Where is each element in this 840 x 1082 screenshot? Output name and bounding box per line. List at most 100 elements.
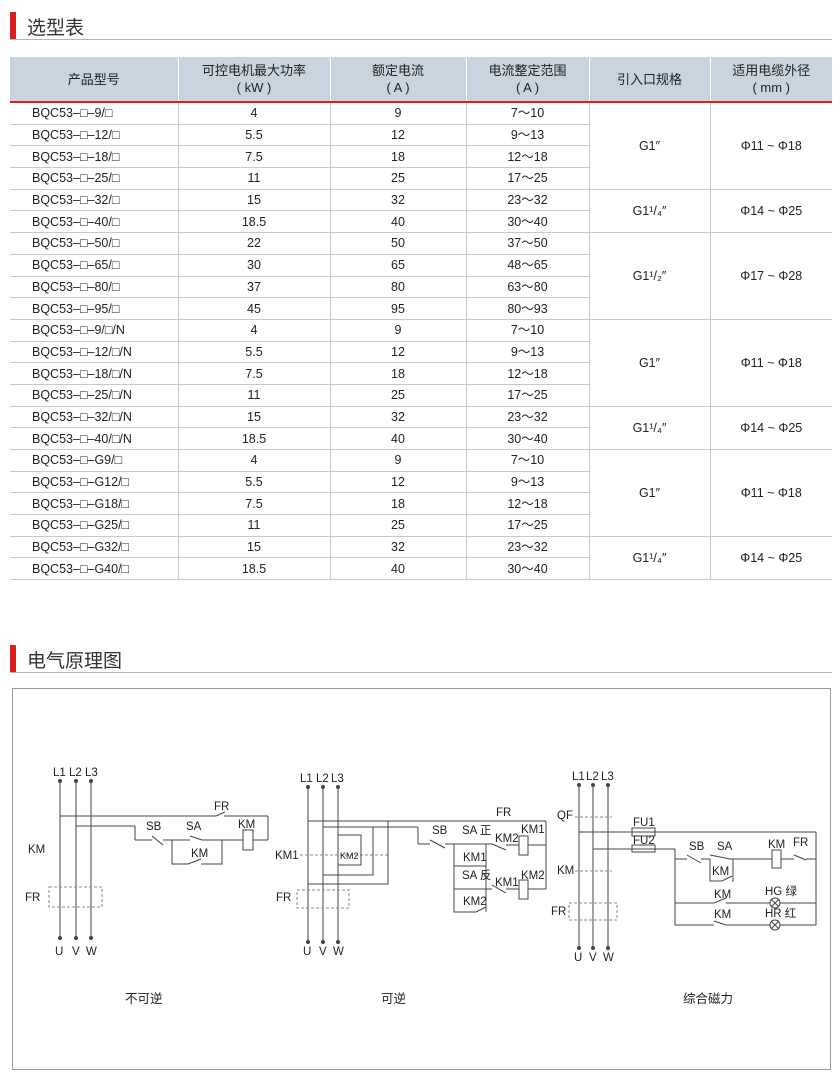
- cell-setting-range: 48～65: [465, 253, 589, 277]
- cell-setting-range: 30～40: [465, 427, 589, 450]
- cell-setting-range: 17～25: [465, 383, 589, 407]
- table-row: BQC53–□–9/□ 4 9 7～10 G1″ Φ11 ~ Φ18: [10, 101, 832, 190]
- table-row: BQC53–□–40/□/N 18.5 40 30～40: [10, 427, 832, 450]
- contactor-label: KM: [557, 865, 574, 877]
- hold-contact-label: KM: [712, 866, 729, 878]
- cell-setting-range: 63～80: [465, 275, 589, 299]
- column-header: 电流整定范围 ( A ): [465, 57, 589, 103]
- cell-setting-range: 7～10: [465, 449, 590, 472]
- interlock-label: KM1: [495, 877, 519, 889]
- cell-cable-diameter: Φ11 ~ Φ18: [709, 449, 832, 537]
- schematic-frame: [12, 688, 831, 1070]
- phase-label: L1: [53, 767, 66, 779]
- cell-rated-current: 32: [329, 535, 467, 559]
- phase-label: L3: [331, 773, 344, 785]
- cell-max-power: 7.5: [177, 145, 331, 169]
- cell-setting-range: 30～40: [465, 210, 589, 234]
- cell-cable-diameter: Φ11 ~ Φ18: [709, 318, 832, 407]
- column-header: 额定电流 ( A ): [329, 57, 466, 103]
- reverse-button-label: SA 反: [462, 869, 491, 882]
- stop-button-label: SB: [689, 841, 705, 853]
- green-lamp-label: HG 绿: [765, 884, 797, 898]
- table-row: BQC53–□–25/□/N 11 25 17～25: [10, 383, 832, 407]
- cell-inlet-spec: G1″: [588, 449, 711, 537]
- cell-rated-current: 40: [329, 210, 467, 234]
- fuse-label: FU2: [633, 835, 655, 847]
- table-row: BQC53–□–32/□ 15 32 23～32 G1¹/₄″ Φ14 ~ Φ25: [10, 188, 832, 234]
- cell-setting-range: 12～18: [465, 145, 589, 169]
- column-header-label: 产品型号: [67, 71, 120, 87]
- phase-label: L2: [316, 773, 329, 785]
- column-header-unit: ( kW ): [236, 80, 272, 95]
- diagram-reversible: L1 L2 L3 U V W KM1 KM2 FR SB SA 正 FR KM2…: [275, 773, 547, 1006]
- cell-setting-range: 9～13: [465, 123, 589, 147]
- table-row: BQC53–□–25/□ 11 25 17～25: [10, 167, 832, 190]
- forward-button-label: SA 正: [462, 825, 491, 837]
- cell-model: BQC53–□–18/□: [10, 145, 179, 169]
- cell-setting-range: 37～50: [465, 232, 590, 255]
- section-header-schematic: 电气原理图: [10, 645, 832, 673]
- output-label: U: [303, 946, 311, 958]
- cell-cable-diameter: Φ11 ~ Φ18: [709, 101, 832, 190]
- table-row: BQC53–□–G25/□ 11 25 17～25: [10, 514, 832, 537]
- cell-max-power: 15: [177, 188, 331, 212]
- relay-label: FR: [276, 892, 291, 904]
- output-label: V: [589, 952, 597, 964]
- column-header-unit: ( A ): [515, 80, 540, 95]
- table-row: BQC53–□–40/□ 18.5 40 30～40: [10, 210, 832, 234]
- table-row: BQC53–□–G32/□ 15 32 23～32 G1¹/₄″ Φ14 ~ Φ25: [10, 535, 832, 581]
- table-header-row: 产品型号 可控电机最大功率 ( kW ) 额定电流 ( A ) 电流整定范围 ( A ) 引入…: [10, 57, 832, 103]
- output-label: U: [55, 946, 63, 958]
- cell-inlet-spec: G1¹/₂″: [588, 232, 711, 320]
- cell-max-power: 18.5: [177, 210, 331, 234]
- column-header-label: 引入口规格: [616, 71, 682, 87]
- cell-setting-range: 17～25: [465, 167, 589, 190]
- cell-model: BQC53–□–25/□/N: [10, 383, 179, 407]
- output-label: U: [574, 952, 582, 964]
- contactor-label: KM2: [340, 851, 359, 861]
- cell-model: BQC53–□–G18/□: [10, 492, 179, 516]
- cell-setting-range: 30～40: [465, 557, 589, 581]
- coil-label: KM: [768, 839, 785, 851]
- cell-cable-diameter: Φ14 ~ Φ25: [709, 535, 832, 581]
- diagram-irreversible: L1 L2 L3 U V W KM FR SB SA FR KM KM 不可逆: [25, 767, 269, 1006]
- contact-label: KM: [714, 889, 731, 901]
- cell-cable-diameter: Φ14 ~ Φ25: [709, 405, 832, 451]
- relay-label: FR: [496, 807, 511, 819]
- relay-label: FR: [551, 906, 566, 918]
- cell-max-power: 5.5: [177, 123, 331, 147]
- contactor-label: KM1: [275, 850, 299, 862]
- fuse-label: FU1: [633, 817, 655, 829]
- column-header: 引入口规格: [588, 57, 710, 103]
- table-row: BQC53–□–95/□ 45 95 80～93: [10, 297, 832, 320]
- accent-bar: [10, 12, 16, 39]
- section-title: 选型表: [27, 18, 85, 39]
- selection-table: 产品型号 可控电机最大功率 ( kW ) 额定电流 ( A ) 电流整定范围 ( A ) 引入…: [10, 57, 832, 581]
- stop-button-label: SB: [432, 825, 448, 837]
- diagram-caption: 不可逆: [125, 991, 163, 1006]
- start-button-label: SA: [717, 841, 733, 853]
- output-label: V: [72, 946, 80, 958]
- table-row: BQC53–□–12/□ 5.5 12 9～13: [10, 123, 832, 147]
- cell-cable-diameter: Φ14 ~ Φ25: [709, 188, 832, 234]
- column-header-label: 可控电机最大功率: [201, 63, 306, 78]
- output-label: W: [603, 952, 614, 964]
- coil-label: KM: [238, 819, 255, 831]
- cell-setting-range: 7～10: [465, 318, 590, 342]
- cell-model: BQC53–□–12/□/N: [10, 340, 179, 364]
- cell-inlet-spec: G1¹/₄″: [588, 188, 711, 234]
- cell-max-power: 18.5: [177, 557, 331, 581]
- cell-inlet-spec: G1¹/₄″: [588, 405, 711, 451]
- output-label: W: [333, 946, 344, 958]
- cell-model: BQC53–□–G40/□: [10, 557, 179, 581]
- cell-model: BQC53–□–80/□: [10, 275, 179, 299]
- interlock-label: KM2: [495, 833, 519, 845]
- hold-contact-label: KM: [191, 848, 208, 860]
- coil-label: KM2: [521, 870, 545, 882]
- cell-max-power: 11: [177, 383, 331, 407]
- cell-setting-range: 23～32: [465, 188, 590, 212]
- output-label: V: [319, 946, 327, 958]
- stop-button-label: SB: [146, 821, 162, 833]
- cell-rated-current: 32: [329, 188, 467, 212]
